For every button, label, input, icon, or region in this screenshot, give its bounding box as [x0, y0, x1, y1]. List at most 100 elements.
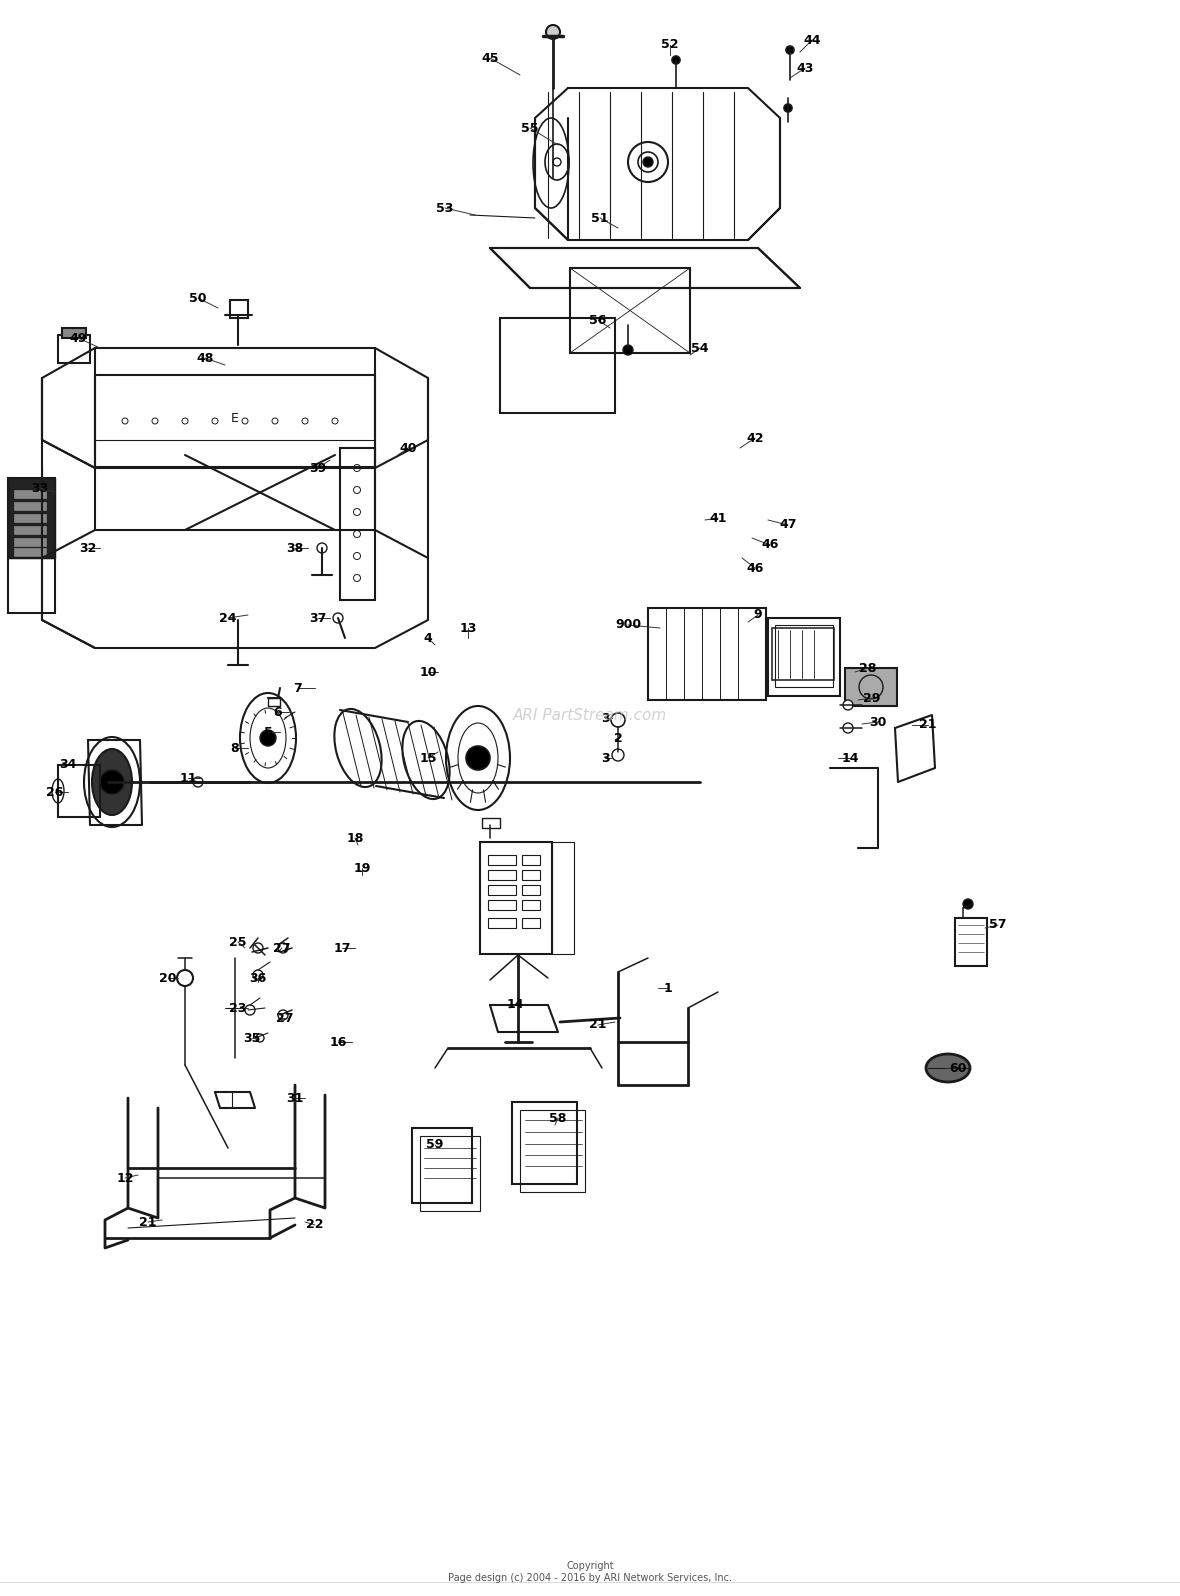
- Text: 21: 21: [139, 1216, 157, 1229]
- Circle shape: [354, 509, 361, 516]
- Bar: [58, 335, 90, 362]
- Text: 59: 59: [426, 1138, 444, 1151]
- Text: 10: 10: [419, 666, 437, 678]
- Circle shape: [963, 899, 973, 910]
- Circle shape: [212, 418, 218, 425]
- Text: 53: 53: [437, 201, 453, 214]
- Text: ARI PartStream.com: ARI PartStream.com: [513, 707, 667, 723]
- Bar: [14, 527, 46, 535]
- Circle shape: [332, 418, 337, 425]
- Text: 32: 32: [79, 541, 97, 554]
- Bar: [58, 764, 100, 817]
- Text: 41: 41: [709, 511, 727, 525]
- Text: 37: 37: [309, 611, 327, 624]
- Bar: [522, 918, 540, 927]
- Text: 40: 40: [399, 442, 417, 455]
- Circle shape: [242, 418, 248, 425]
- Text: 55: 55: [522, 121, 539, 134]
- Text: 35: 35: [243, 1031, 261, 1044]
- Ellipse shape: [92, 749, 132, 816]
- Text: 22: 22: [307, 1218, 323, 1232]
- Bar: [8, 477, 55, 559]
- Text: 27: 27: [276, 1012, 294, 1025]
- Circle shape: [354, 464, 361, 471]
- Circle shape: [182, 418, 188, 425]
- Text: 24: 24: [219, 611, 237, 624]
- Text: 21: 21: [589, 1018, 607, 1031]
- Bar: [420, 1136, 480, 1211]
- Bar: [489, 870, 516, 879]
- Circle shape: [671, 56, 680, 64]
- Bar: [489, 918, 516, 927]
- Circle shape: [784, 104, 792, 112]
- Text: 46: 46: [761, 538, 779, 552]
- Text: 7: 7: [294, 681, 302, 694]
- Bar: [14, 547, 46, 555]
- Circle shape: [643, 156, 653, 168]
- Text: 2: 2: [614, 731, 622, 744]
- Text: 16: 16: [329, 1036, 347, 1049]
- Text: 5: 5: [263, 726, 273, 739]
- Text: 46: 46: [746, 562, 763, 575]
- Text: 11: 11: [179, 771, 197, 785]
- Text: 6: 6: [274, 705, 282, 718]
- Circle shape: [122, 418, 127, 425]
- Bar: [845, 669, 897, 705]
- Bar: [648, 608, 766, 701]
- Bar: [775, 626, 833, 686]
- Text: Copyright
Page design (c) 2004 - 2016 by ARI Network Services, Inc.: Copyright Page design (c) 2004 - 2016 by…: [448, 1561, 732, 1583]
- Circle shape: [843, 701, 853, 710]
- Text: 21: 21: [919, 718, 937, 731]
- Text: 3: 3: [601, 712, 609, 725]
- Text: 56: 56: [589, 313, 607, 327]
- Text: 4: 4: [424, 632, 432, 645]
- Bar: [522, 886, 540, 895]
- Text: 51: 51: [591, 212, 609, 225]
- Bar: [14, 490, 46, 498]
- Text: 57: 57: [989, 919, 1007, 932]
- Bar: [268, 697, 280, 705]
- Bar: [8, 559, 55, 613]
- Text: 1: 1: [663, 982, 673, 994]
- Bar: [230, 300, 248, 318]
- Text: 29: 29: [864, 691, 880, 704]
- Circle shape: [611, 713, 625, 728]
- Bar: [481, 819, 500, 828]
- Text: 44: 44: [804, 34, 821, 46]
- Circle shape: [466, 745, 490, 769]
- Text: 39: 39: [309, 461, 327, 474]
- Text: 12: 12: [117, 1171, 133, 1184]
- Bar: [522, 870, 540, 879]
- Text: 8: 8: [230, 742, 240, 755]
- Circle shape: [354, 552, 361, 560]
- Bar: [14, 538, 46, 546]
- Text: 30: 30: [870, 715, 886, 728]
- Circle shape: [354, 487, 361, 493]
- Bar: [520, 1109, 585, 1192]
- Bar: [412, 1128, 472, 1203]
- Bar: [512, 1101, 577, 1184]
- Bar: [768, 618, 840, 696]
- Bar: [340, 448, 375, 600]
- Text: 14: 14: [506, 999, 524, 1012]
- Text: 25: 25: [229, 935, 247, 948]
- Text: 38: 38: [287, 541, 303, 554]
- Circle shape: [253, 943, 263, 953]
- Bar: [489, 855, 516, 865]
- Bar: [522, 900, 540, 910]
- Circle shape: [245, 1005, 255, 1015]
- Text: 14: 14: [841, 752, 859, 764]
- Bar: [14, 514, 46, 522]
- Text: 47: 47: [779, 519, 797, 531]
- Circle shape: [786, 46, 794, 54]
- Bar: [570, 268, 690, 353]
- Circle shape: [333, 613, 343, 622]
- Text: 13: 13: [459, 621, 477, 635]
- Circle shape: [273, 418, 278, 425]
- Circle shape: [278, 1010, 288, 1020]
- Text: 50: 50: [189, 292, 206, 305]
- Text: 27: 27: [274, 942, 290, 954]
- Text: 3: 3: [601, 752, 609, 764]
- Circle shape: [302, 418, 308, 425]
- Text: 48: 48: [196, 351, 214, 364]
